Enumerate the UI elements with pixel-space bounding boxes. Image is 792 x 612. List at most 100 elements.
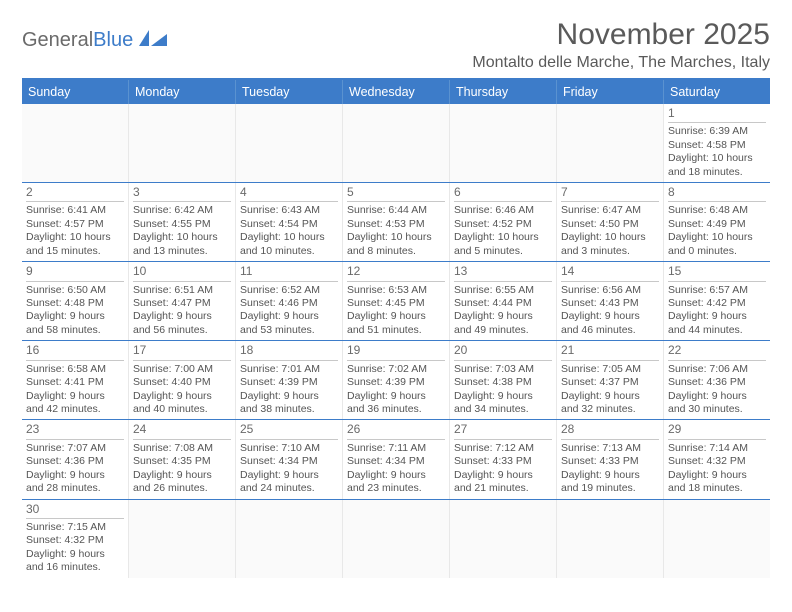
day-info-line: Sunset: 4:58 PM [668,139,766,152]
day-number: 5 [347,185,445,202]
day-cell: 26Sunrise: 7:11 AMSunset: 4:34 PMDayligh… [343,420,450,498]
day-info-line: and 21 minutes. [454,482,552,495]
header: GeneralBlue November 2025 Montalto delle… [22,18,770,72]
weekday-cell: Saturday [664,80,770,104]
day-info-line: Sunrise: 6:56 AM [561,284,659,297]
day-cell: 30Sunrise: 7:15 AMSunset: 4:32 PMDayligh… [22,500,129,578]
day-info-line: Sunrise: 7:02 AM [347,363,445,376]
day-info-line: Daylight: 9 hours [133,310,231,323]
day-info-line: Sunset: 4:39 PM [240,376,338,389]
day-info-line: Daylight: 9 hours [26,310,124,323]
day-info-line: Sunrise: 7:10 AM [240,442,338,455]
logo-blue: Blue [93,29,133,52]
day-info-line: and 42 minutes. [26,403,124,416]
logo-text: GeneralBlue [22,29,133,52]
day-cell: 25Sunrise: 7:10 AMSunset: 4:34 PMDayligh… [236,420,343,498]
week-row: 16Sunrise: 6:58 AMSunset: 4:41 PMDayligh… [22,341,770,420]
day-info-line: and 56 minutes. [133,324,231,337]
title-block: November 2025 Montalto delle Marche, The… [472,18,770,72]
day-info-line: Sunrise: 7:11 AM [347,442,445,455]
day-info-line: Sunrise: 7:06 AM [668,363,766,376]
day-info-line: Daylight: 9 hours [26,469,124,482]
day-info-line: and 5 minutes. [454,245,552,258]
day-number: 15 [668,264,766,281]
day-info-line: Sunrise: 7:07 AM [26,442,124,455]
day-info-line: Sunrise: 6:42 AM [133,204,231,217]
day-info-line: Sunset: 4:36 PM [668,376,766,389]
day-info-line: Sunset: 4:38 PM [454,376,552,389]
day-info: Sunrise: 6:41 AMSunset: 4:57 PMDaylight:… [26,204,124,258]
day-cell: 20Sunrise: 7:03 AMSunset: 4:38 PMDayligh… [450,341,557,419]
day-info: Sunrise: 7:02 AMSunset: 4:39 PMDaylight:… [347,363,445,417]
empty-day-cell [557,500,664,578]
day-info-line: and 40 minutes. [133,403,231,416]
day-info-line: Sunset: 4:35 PM [133,455,231,468]
day-cell: 21Sunrise: 7:05 AMSunset: 4:37 PMDayligh… [557,341,664,419]
day-info-line: Sunset: 4:48 PM [26,297,124,310]
day-info-line: Daylight: 9 hours [240,390,338,403]
day-info-line: Sunset: 4:52 PM [454,218,552,231]
day-number: 27 [454,422,552,439]
day-info-line: Daylight: 9 hours [668,390,766,403]
day-info-line: and 13 minutes. [133,245,231,258]
day-info-line: Sunrise: 7:13 AM [561,442,659,455]
day-info-line: Daylight: 10 hours [668,231,766,244]
day-info-line: Sunrise: 6:44 AM [347,204,445,217]
day-cell: 7Sunrise: 6:47 AMSunset: 4:50 PMDaylight… [557,183,664,261]
day-info-line: Daylight: 10 hours [454,231,552,244]
week-row: 30Sunrise: 7:15 AMSunset: 4:32 PMDayligh… [22,500,770,578]
day-cell: 11Sunrise: 6:52 AMSunset: 4:46 PMDayligh… [236,262,343,340]
weekday-cell: Thursday [450,80,557,104]
day-info-line: Sunset: 4:36 PM [26,455,124,468]
day-number: 25 [240,422,338,439]
day-cell: 8 Sunrise: 6:48 AMSunset: 4:49 PMDaylight… [664,183,770,261]
day-cell: 1Sunrise: 6:39 AMSunset: 4:58 PMDaylight… [664,104,770,182]
day-cell: 19Sunrise: 7:02 AMSunset: 4:39 PMDayligh… [343,341,450,419]
day-info: Sunrise: 7:12 AMSunset: 4:33 PMDaylight:… [454,442,552,496]
day-info-line: Sunset: 4:54 PM [240,218,338,231]
day-info-line: Sunset: 4:33 PM [561,455,659,468]
day-number: 9 [26,264,124,281]
day-info-line: Daylight: 10 hours [561,231,659,244]
day-number: 2 [26,185,124,202]
day-number: 13 [454,264,552,281]
day-info-line: Daylight: 10 hours [240,231,338,244]
day-info: Sunrise: 6:48 AMSunset: 4:49 PMDaylight:… [668,204,766,258]
day-cell: 5Sunrise: 6:44 AMSunset: 4:53 PMDaylight… [343,183,450,261]
day-number: 6 [454,185,552,202]
day-cell: 16Sunrise: 6:58 AMSunset: 4:41 PMDayligh… [22,341,129,419]
day-number: 29 [668,422,766,439]
day-number: 8 [668,185,766,202]
day-number: 23 [26,422,124,439]
day-info-line: Daylight: 9 hours [561,310,659,323]
day-info-line: Sunrise: 6:58 AM [26,363,124,376]
day-info: Sunrise: 6:51 AMSunset: 4:47 PMDaylight:… [133,284,231,338]
day-number: 26 [347,422,445,439]
day-info-line: and 15 minutes. [26,245,124,258]
day-info: Sunrise: 6:50 AMSunset: 4:48 PMDaylight:… [26,284,124,338]
day-cell: 15Sunrise: 6:57 AMSunset: 4:42 PMDayligh… [664,262,770,340]
day-info-line: Daylight: 9 hours [561,469,659,482]
day-info-line: and 46 minutes. [561,324,659,337]
day-info-line: and 58 minutes. [26,324,124,337]
day-info: Sunrise: 6:47 AMSunset: 4:50 PMDaylight:… [561,204,659,258]
day-number: 4 [240,185,338,202]
day-info: Sunrise: 6:42 AMSunset: 4:55 PMDaylight:… [133,204,231,258]
weeks-container: 1Sunrise: 6:39 AMSunset: 4:58 PMDaylight… [22,104,770,578]
day-info-line: Sunset: 4:57 PM [26,218,124,231]
day-cell: 24Sunrise: 7:08 AMSunset: 4:35 PMDayligh… [129,420,236,498]
day-info-line: Sunrise: 6:43 AM [240,204,338,217]
day-info-line: Sunrise: 6:53 AM [347,284,445,297]
day-number: 12 [347,264,445,281]
day-info-line: Sunset: 4:49 PM [668,218,766,231]
day-cell: 29Sunrise: 7:14 AMSunset: 4:32 PMDayligh… [664,420,770,498]
day-info-line: Sunrise: 7:05 AM [561,363,659,376]
empty-day-cell [343,104,450,182]
day-info: Sunrise: 7:03 AMSunset: 4:38 PMDaylight:… [454,363,552,417]
day-cell: 27 Sunrise: 7:12 AMSunset: 4:33 PMDayligh… [450,420,557,498]
day-info: Sunrise: 6:53 AMSunset: 4:45 PMDaylight:… [347,284,445,338]
day-cell: 13Sunrise: 6:55 AMSunset: 4:44 PMDayligh… [450,262,557,340]
day-info-line: and 19 minutes. [561,482,659,495]
day-info-line: Daylight: 9 hours [668,469,766,482]
day-number: 14 [561,264,659,281]
